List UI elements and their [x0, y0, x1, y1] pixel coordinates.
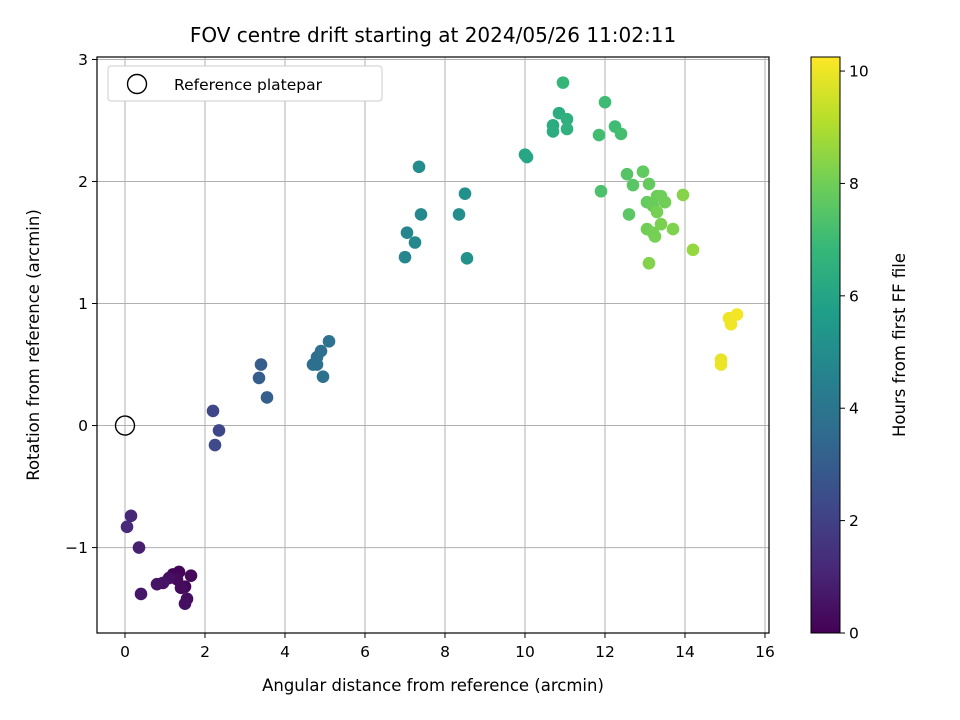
data-point — [314, 344, 328, 358]
data-point — [310, 358, 324, 371]
colorbar-tick-label: 0 — [849, 625, 859, 643]
data-point — [134, 587, 148, 601]
data-point — [676, 188, 690, 202]
x-axis-label: Angular distance from reference (arcmin) — [262, 676, 604, 695]
y-tick-label: 0 — [78, 417, 88, 435]
data-point — [622, 208, 636, 221]
x-tick-label: 0 — [120, 643, 130, 661]
data-point — [560, 122, 574, 136]
data-point — [556, 76, 570, 89]
data-point — [398, 250, 412, 264]
y-tick-label: 2 — [78, 173, 88, 191]
data-point — [178, 597, 192, 611]
data-point — [254, 358, 268, 371]
legend-entry-reference: Reference platepar — [174, 76, 323, 94]
x-tick-label: 10 — [515, 643, 535, 661]
data-point — [636, 165, 650, 179]
data-point — [592, 128, 606, 142]
data-point — [452, 208, 466, 221]
data-point — [120, 520, 134, 534]
data-point — [414, 208, 428, 221]
legend-reference-icon — [126, 73, 148, 95]
x-tick-label: 14 — [675, 643, 695, 661]
data-point — [132, 541, 146, 554]
data-point — [614, 127, 628, 141]
data-point — [520, 150, 534, 164]
data-point — [666, 222, 680, 236]
x-axis-ticks: 0 2 4 6 8 10 12 14 16 — [120, 633, 775, 661]
data-point — [642, 256, 656, 270]
plot-frame — [96, 56, 770, 634]
data-points — [120, 76, 744, 611]
y-axis-ticks: −1 0 1 2 3 — [65, 51, 97, 557]
colorbar-tick-label: 2 — [849, 512, 859, 530]
data-point — [212, 424, 226, 437]
y-tick-label: −1 — [65, 539, 88, 557]
data-point — [546, 125, 560, 138]
x-tick-label: 16 — [755, 643, 775, 661]
data-point — [322, 335, 336, 348]
data-point — [316, 370, 330, 384]
data-point — [730, 308, 744, 321]
x-tick-label: 4 — [280, 643, 290, 661]
x-tick-label: 8 — [440, 643, 450, 661]
reference-platepar-marker — [114, 415, 136, 436]
colorbar: 0 2 4 6 8 10 Hours from first FF file — [810, 56, 909, 643]
colorbar-tick-label: 6 — [849, 287, 859, 305]
colorbar-gradient — [810, 56, 841, 634]
chart-title: FOV centre drift starting at 2024/05/26 … — [190, 23, 676, 47]
y-axis-label: Rotation from reference (arcmin) — [24, 209, 43, 481]
data-point — [620, 167, 634, 181]
data-point — [174, 581, 188, 595]
data-point — [654, 217, 668, 231]
data-point — [206, 404, 220, 418]
data-point — [184, 569, 198, 582]
plot-background — [97, 57, 769, 633]
data-point — [460, 252, 474, 265]
data-point — [560, 112, 574, 126]
data-point — [598, 95, 612, 109]
y-tick-label: 1 — [78, 295, 88, 313]
x-tick-label: 6 — [360, 643, 370, 661]
data-point — [208, 438, 222, 452]
data-point — [724, 317, 738, 331]
data-point — [650, 205, 664, 219]
data-point — [642, 177, 656, 191]
legend: Reference platepar — [107, 65, 383, 102]
data-point — [686, 243, 700, 257]
colorbar-tick-label: 8 — [849, 175, 859, 193]
colorbar-tick-label: 4 — [849, 400, 859, 418]
data-point — [648, 230, 662, 243]
data-point — [458, 187, 472, 200]
data-point — [124, 509, 138, 523]
x-tick-label: 12 — [595, 643, 615, 661]
data-point — [252, 371, 266, 385]
y-tick-label: 3 — [78, 51, 88, 69]
legend-box — [107, 65, 383, 102]
data-point — [150, 577, 164, 591]
data-point — [714, 358, 728, 371]
x-tick-label: 2 — [200, 643, 210, 661]
data-point — [658, 195, 672, 209]
data-point — [408, 236, 422, 249]
data-point — [412, 160, 426, 174]
data-point — [260, 391, 274, 404]
data-point — [626, 178, 640, 192]
colorbar-ticks: 0 2 4 6 8 10 — [840, 63, 869, 643]
colorbar-tick-label: 10 — [849, 63, 869, 81]
colorbar-label: Hours from first FF file — [890, 253, 909, 437]
data-point — [400, 226, 414, 240]
data-point — [594, 184, 608, 198]
